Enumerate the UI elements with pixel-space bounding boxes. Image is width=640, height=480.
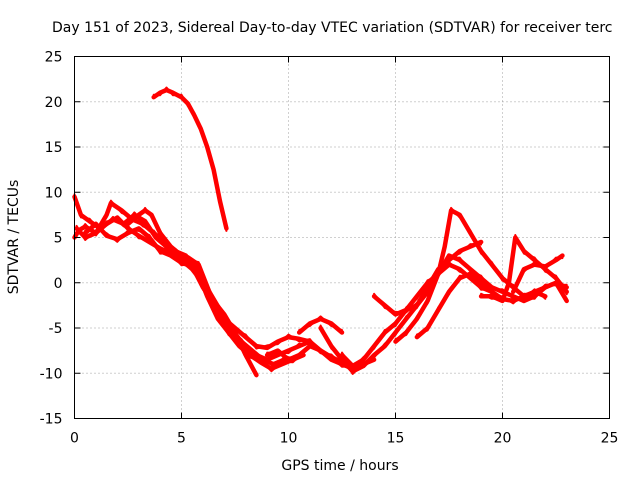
series-track-9-texture <box>373 256 525 314</box>
grid <box>74 56 610 419</box>
y-tick-label: -10 <box>40 366 63 382</box>
y-tick-label: 25 <box>45 50 63 66</box>
y-axis-label: SDTVAR / TECUs <box>6 180 22 295</box>
x-tick-label: 5 <box>177 431 186 447</box>
y-tick-label: 20 <box>45 95 63 111</box>
axis-ticks: 0 5 10 15 20 25 -15 -10 -5 0 5 10 15 20 25 <box>40 50 619 447</box>
series-group <box>72 86 569 378</box>
series-track-6 <box>151 87 229 231</box>
series-track-13-texture <box>512 256 564 291</box>
series-track-5 <box>125 208 377 371</box>
x-tick-label: 10 <box>280 431 298 447</box>
series-track-12-texture <box>480 234 568 300</box>
y-tick-label: 0 <box>54 276 63 292</box>
series-track-14-texture <box>522 283 568 300</box>
chart-title: Day 151 of 2023, Sidereal Day-to-day VTE… <box>52 20 612 36</box>
series-track-3 <box>74 200 306 371</box>
y-tick-label: -15 <box>40 412 63 428</box>
series-track-16-texture <box>298 315 343 331</box>
series-track-5-texture <box>127 206 376 368</box>
x-tick-label: 15 <box>387 431 405 447</box>
y-tick-label: -5 <box>49 321 63 337</box>
series-track-10-texture <box>394 206 547 341</box>
y-tick-label: 10 <box>45 185 63 201</box>
x-axis-label: GPS time / hours <box>281 458 398 474</box>
series-track-6-texture <box>152 86 228 232</box>
y-tick-label: 15 <box>45 140 63 156</box>
series-track-2 <box>72 194 287 367</box>
x-tick-label: 0 <box>70 431 79 447</box>
series-track-7-texture <box>319 243 483 375</box>
x-tick-label: 20 <box>494 431 512 447</box>
x-tick-label: 25 <box>601 431 619 447</box>
y-tick-label: 5 <box>54 231 63 247</box>
series-track-15-texture <box>266 342 354 368</box>
